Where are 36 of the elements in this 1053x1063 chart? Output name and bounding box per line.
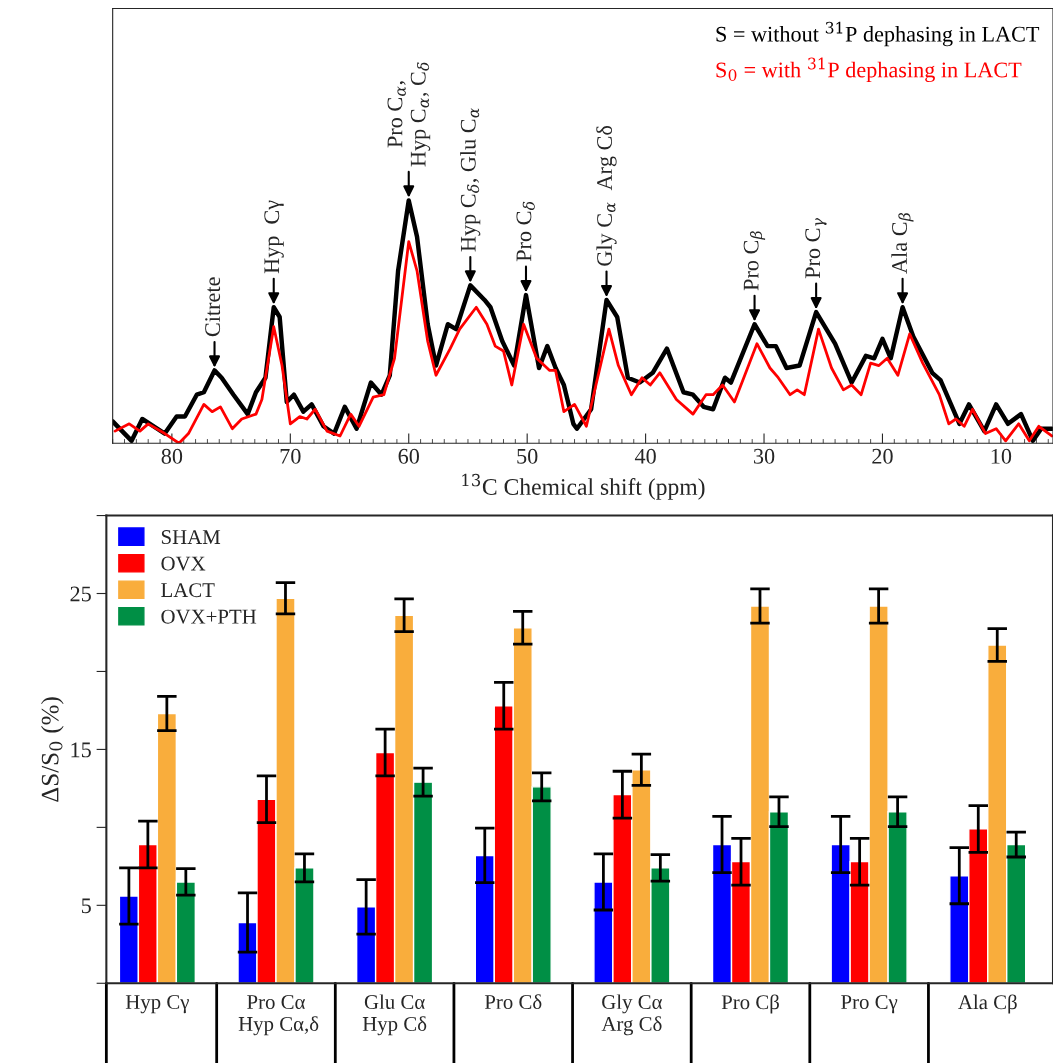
x-tick-label: 10	[991, 448, 1012, 464]
x-tick-label: 20	[872, 448, 893, 464]
y-tick-label: 15	[71, 742, 91, 758]
legend-label: OVX+PTH	[161, 609, 257, 624]
annotation: Citrete	[205, 277, 221, 337]
x-tick-label: Hyp Cγ	[125, 994, 189, 1014]
y-tick-label: 5	[81, 898, 91, 914]
legend-label: SHAM	[161, 530, 221, 545]
legend-label: LACT	[161, 583, 215, 598]
annotation: Pro C$_{γ}$	[805, 218, 827, 279]
x-tick-label: Pro Cβ	[721, 994, 779, 1014]
annotation: Gly C$_{α}$ Arg Cδ	[596, 125, 617, 266]
annotation: Hyp Cγ	[264, 200, 284, 274]
x-tick-label: Pro Cα Hyp Cα,δ	[238, 995, 319, 1036]
annotation: Ala C$_{β}$	[891, 213, 914, 274]
x-tick-label: 50	[517, 448, 538, 464]
x-tick-label: 60	[398, 448, 420, 464]
x-tick-label: Ala Cβ	[958, 994, 1017, 1014]
x-tick-label: Glu Cα Hyp Cδ	[362, 994, 427, 1036]
x-tick-label: Gly Cα Arg Cδ	[601, 994, 663, 1036]
legend-label: OVX	[161, 556, 206, 571]
annotation: Hyp C$_{δ}$, Glu C$_{α}$	[460, 108, 481, 252]
y-tick-label: 25	[70, 586, 91, 602]
text: S = without $^{31}$P dephasing in LACT	[716, 21, 1040, 47]
x-tick-label: 40	[634, 448, 656, 464]
annotation: Pro C$_{β}$	[743, 231, 766, 291]
y-axis-title: ΔS/S$_{0}$ (%)	[40, 697, 64, 802]
x-tick-label: 30	[753, 448, 775, 464]
x-tick-label: 80	[161, 448, 183, 464]
x-tick-label: 70	[280, 448, 301, 464]
x-tick-label: Pro Cγ	[841, 995, 898, 1014]
annotation: Pro C$_{δ}$	[516, 201, 535, 262]
x-axis-title: $^{13}$C Chemical shift (ppm)	[462, 473, 705, 500]
x-tick-label: Pro Cδ	[484, 994, 542, 1010]
annotation: Pro C$_{α}$, Hyp C$_{α}$, C$_{δ}$	[387, 62, 431, 167]
text: S$_{0}$ = with $^{31}$P dephasing in LACT	[716, 57, 1022, 83]
